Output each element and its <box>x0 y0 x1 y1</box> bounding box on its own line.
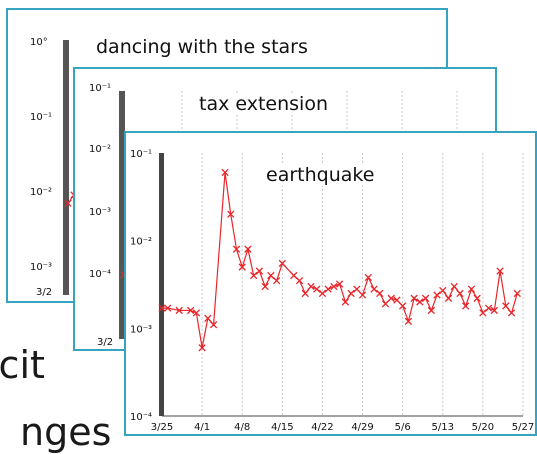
chart-1-ytick-label: 10⁻³ <box>89 207 111 218</box>
chart-2-xtick-label: 5/27 <box>512 422 534 433</box>
chart-1-y-axis <box>119 91 125 339</box>
chart-2-data-point <box>227 210 235 218</box>
chart-2-xtick-label: 4/22 <box>311 422 333 433</box>
chart-2-data-point <box>255 267 264 275</box>
chart-1-ytick-label: 10⁻¹ <box>89 83 111 94</box>
chart-2-xtick-label: 4/1 <box>194 422 210 433</box>
chart-2-data-point <box>192 309 201 317</box>
chart-2-data-point <box>490 306 499 315</box>
chart-2-data-point <box>513 289 521 298</box>
chart-2-data-point <box>507 309 516 317</box>
chart-2-data-point <box>164 304 172 312</box>
chart-2-data-point <box>450 282 458 291</box>
chart-2-data-point <box>502 302 510 310</box>
chart-2-data-point <box>261 282 269 291</box>
chart-2-y-axis <box>159 153 164 416</box>
chart-2-data-point <box>186 306 195 315</box>
chart-2-data-point <box>330 282 338 291</box>
chart-2-data-point <box>473 294 481 302</box>
chart-2-data-point <box>496 267 504 275</box>
chart-2-data-point <box>198 344 206 352</box>
chart-2-ytick-label: 10⁻⁴ <box>130 412 152 423</box>
chart-2-data-point <box>175 306 183 315</box>
chart-1-ytick-label: 10⁻² <box>89 144 111 155</box>
chart-title-2: earthquake <box>262 164 379 186</box>
chart-2-xtick-label: 4/29 <box>351 422 373 433</box>
chart-2-data-point <box>318 289 327 298</box>
chart-2-data-point <box>404 317 413 326</box>
chart-2-data-point <box>370 285 378 293</box>
chart-2-data-point <box>467 285 476 293</box>
chart-2-data-point <box>335 280 344 288</box>
chart-2-data-point <box>353 285 361 293</box>
chart-2-data-point <box>232 245 241 253</box>
chart-2-data-point <box>341 298 350 306</box>
chart-2-data-point <box>313 285 321 293</box>
chart-2-data-point <box>381 300 390 308</box>
chart-title-1: tax extension <box>195 93 333 115</box>
chart-2-data-point <box>484 304 493 312</box>
chart-2-data-point <box>238 263 246 271</box>
chart-2-data-point <box>358 291 367 299</box>
chart-2-data-point <box>307 282 315 291</box>
chart-2-data-point <box>399 302 407 310</box>
chart-2-data-point <box>209 321 218 329</box>
chart-0-ytick-label: 10⁻² <box>30 187 52 198</box>
chart-2-data-point <box>204 314 212 323</box>
chart-2-data-point <box>364 273 372 282</box>
chart-2-data-point <box>376 289 384 298</box>
chart-2-data-point <box>347 289 355 298</box>
chart-0-ytick-label: 10⁻³ <box>30 262 52 273</box>
chart-2-ytick-label: 10⁻³ <box>130 324 152 335</box>
chart-2-data-point <box>244 245 252 253</box>
background-text-line-1: icit <box>0 343 45 387</box>
chart-2-data-point <box>295 276 304 285</box>
chart-2-data-point <box>301 289 309 298</box>
chart-0-data-point <box>64 199 72 207</box>
chart-0-ytick-label: 10° <box>30 37 48 48</box>
chart-2-data-point <box>433 291 441 299</box>
chart-2-data-point <box>421 294 430 302</box>
chart-2-ytick-label: 10⁻² <box>130 237 152 248</box>
chart-2-xtick-label: 4/8 <box>234 422 250 433</box>
chart-2-data-point <box>479 309 487 317</box>
chart-2-data-point <box>410 294 418 302</box>
chart-2-data-point <box>290 271 298 280</box>
chart-2-xtick-label: 5/13 <box>432 422 454 433</box>
chart-2-series-line <box>162 172 518 348</box>
chart-0-ytick-label: 10⁻¹ <box>30 112 52 123</box>
chart-2-data-point <box>462 302 470 310</box>
chart-2-xtick-label: 5/6 <box>395 422 411 433</box>
chart-2-data-point <box>427 306 435 315</box>
chart-2-data-point <box>456 289 464 298</box>
chart-2-data-point <box>267 271 275 280</box>
chart-2-data-point <box>158 304 166 312</box>
chart-2-data-point <box>444 294 453 302</box>
chart-1-ytick-label: 10⁻⁴ <box>89 269 111 280</box>
chart-0-y-axis <box>63 40 69 295</box>
chart-2-data-point <box>439 286 447 295</box>
chart-2-data-point <box>272 276 281 285</box>
chart-2-data-point <box>387 294 395 302</box>
chart-2-data-point <box>324 285 332 293</box>
chart-panel-earthquake: 10⁻¹ 10⁻² 10⁻³ 10⁻⁴ 3/25 4/1 4/8 4/15 4/22 4/29 5/… <box>124 131 537 436</box>
chart-2-ytick-label: 10⁻¹ <box>130 149 152 160</box>
chart-2-xtick-label: 3/25 <box>151 422 173 433</box>
chart-2-xtick-label: 4/15 <box>271 422 293 433</box>
background-text-line-2: nges <box>20 410 112 454</box>
chart-2-data-point <box>221 168 229 177</box>
chart-2-data-point <box>416 298 424 306</box>
chart-title-0: dancing with the stars <box>92 36 312 58</box>
chart-svg-2: 10⁻¹ 10⁻² 10⁻³ 10⁻⁴3/25 4/1 4/8 4/15 4/22 4/29 5/… <box>130 149 534 433</box>
chart-0-xtick-label: 3/2 <box>36 287 52 298</box>
chart-2-data-point <box>393 296 401 304</box>
chart-2-data-point <box>250 271 258 280</box>
chart-2-data-point <box>278 259 286 268</box>
chart-1-xtick-label: 3/2 <box>97 337 113 348</box>
chart-2-xtick-label: 5/20 <box>472 422 494 433</box>
